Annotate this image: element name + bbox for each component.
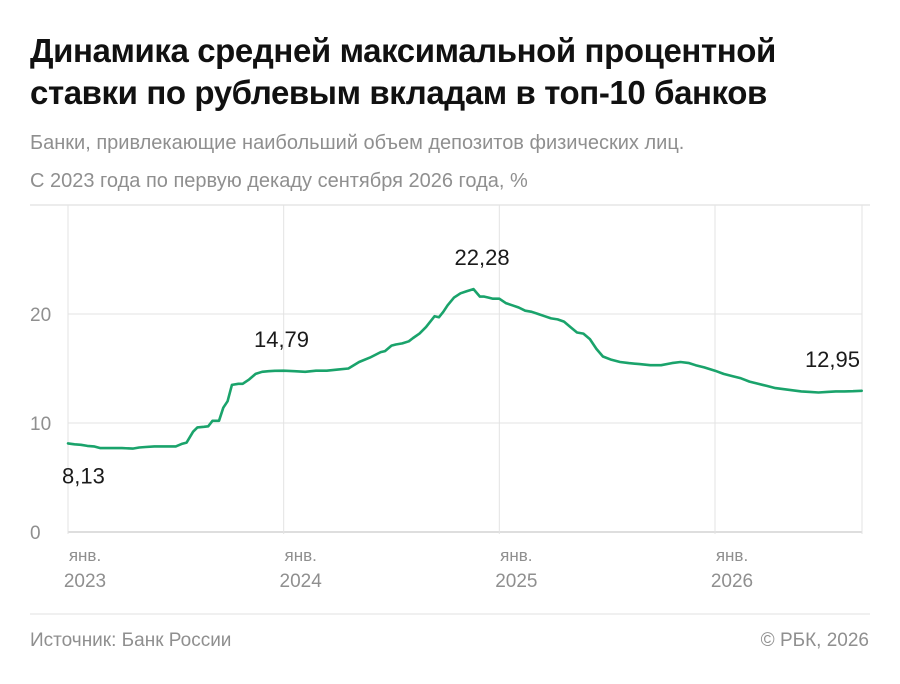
data-label-3: 12,95	[805, 347, 860, 372]
x-tick-year-0: 2023	[64, 571, 106, 592]
x-tick-month-2: янв.	[500, 546, 532, 565]
y-tick-label-1: 10	[30, 414, 51, 435]
data-label-0: 8,13	[62, 463, 105, 488]
chart-subtitle-line-2: С 2023 года по первую декаду сентября 20…	[30, 170, 528, 192]
y-tick-label-0: 0	[30, 523, 41, 544]
chart-title-line-1: Динамика средней максимальной процентной	[30, 32, 776, 69]
chart-subtitle-line-1: Банки, привлекающие наибольший объем деп…	[30, 132, 685, 154]
y-tick-label-2: 20	[30, 305, 51, 326]
copyright-note: © РБК, 2026	[760, 630, 869, 651]
x-tick-month-1: янв.	[284, 546, 316, 565]
chart-subtitle: Банки, привлекающие наибольший объем деп…	[30, 124, 880, 200]
y-axis-ticks: 0 10 20	[30, 305, 51, 544]
chart-series	[66, 287, 864, 450]
x-tick-year-2: 2025	[495, 571, 537, 592]
source-note: Источник: Банк России	[30, 630, 232, 651]
chart-title-line-2: ставки по рублевым вкладам в топ-10 банк…	[30, 74, 767, 111]
x-tick-month-0: янв.	[69, 546, 101, 565]
series-line-0	[66, 287, 864, 450]
x-tick-year-1: 2024	[280, 571, 323, 592]
data-label-1: 14,79	[254, 327, 309, 352]
chart-title: Динамика средней максимальной процентной…	[30, 30, 880, 114]
chart-grid	[30, 204, 870, 615]
chart-annotations: 8,13 14,79 22,28 12,95	[62, 245, 860, 488]
data-label-2: 22,28	[455, 245, 510, 270]
x-tick-month-3: янв.	[716, 546, 748, 565]
x-tick-year-3: 2026	[711, 571, 753, 592]
x-axis-ticks: янв. 2023 янв. 2024 янв. 2025 янв. 2026	[64, 546, 753, 592]
